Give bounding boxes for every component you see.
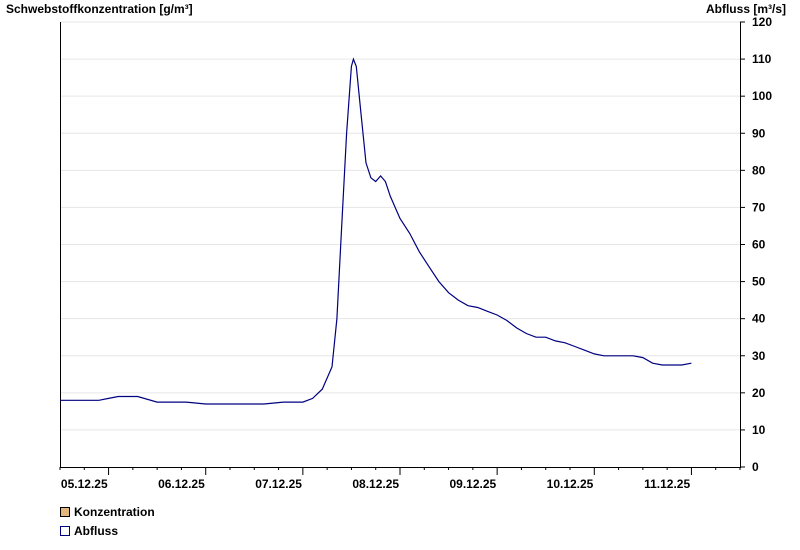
legend-label-abfluss: Abfluss bbox=[74, 524, 119, 538]
legend-swatch-abfluss bbox=[60, 526, 70, 536]
y-tick-label: 20 bbox=[752, 386, 766, 400]
y-tick-label: 80 bbox=[752, 163, 766, 177]
x-tick-label: 09.12.25 bbox=[449, 477, 496, 491]
legend-item-abfluss: Abfluss bbox=[60, 524, 118, 538]
y-axis-right-label: Abfluss [m³/s] bbox=[705, 2, 786, 16]
series-line-abfluss bbox=[60, 57, 692, 405]
y-tick-label: 50 bbox=[752, 275, 766, 289]
y-tick-label: 60 bbox=[752, 238, 766, 252]
y-tick-label: 110 bbox=[752, 52, 772, 66]
x-tick-label: 11.12.25 bbox=[644, 477, 690, 491]
x-tick-label: 05.12.25 bbox=[61, 477, 108, 491]
y-tick-label: 40 bbox=[752, 312, 766, 326]
legend-item-konzentration: Konzentration bbox=[60, 505, 155, 519]
y-tick-label: 100 bbox=[752, 89, 772, 103]
x-tick-label: 08.12.25 bbox=[352, 477, 399, 491]
y-tick-label: 120 bbox=[752, 15, 772, 29]
y-tick-label: 90 bbox=[752, 126, 766, 140]
y-tick-label: 70 bbox=[752, 200, 766, 214]
x-tick-label: 10.12.25 bbox=[547, 477, 594, 491]
y-tick-label: 10 bbox=[752, 423, 766, 437]
x-tick-label: 06.12.25 bbox=[158, 477, 205, 491]
legend-swatch-konzentration bbox=[60, 507, 70, 517]
x-tick-label: 07.12.25 bbox=[255, 477, 302, 491]
legend-label-konzentration: Konzentration bbox=[74, 505, 155, 519]
y-tick-label: 0 bbox=[752, 460, 759, 474]
y-axis-left-label: Schwebstoffkonzentration [g/m³] bbox=[6, 2, 193, 16]
y-tick-label: 30 bbox=[752, 349, 766, 363]
